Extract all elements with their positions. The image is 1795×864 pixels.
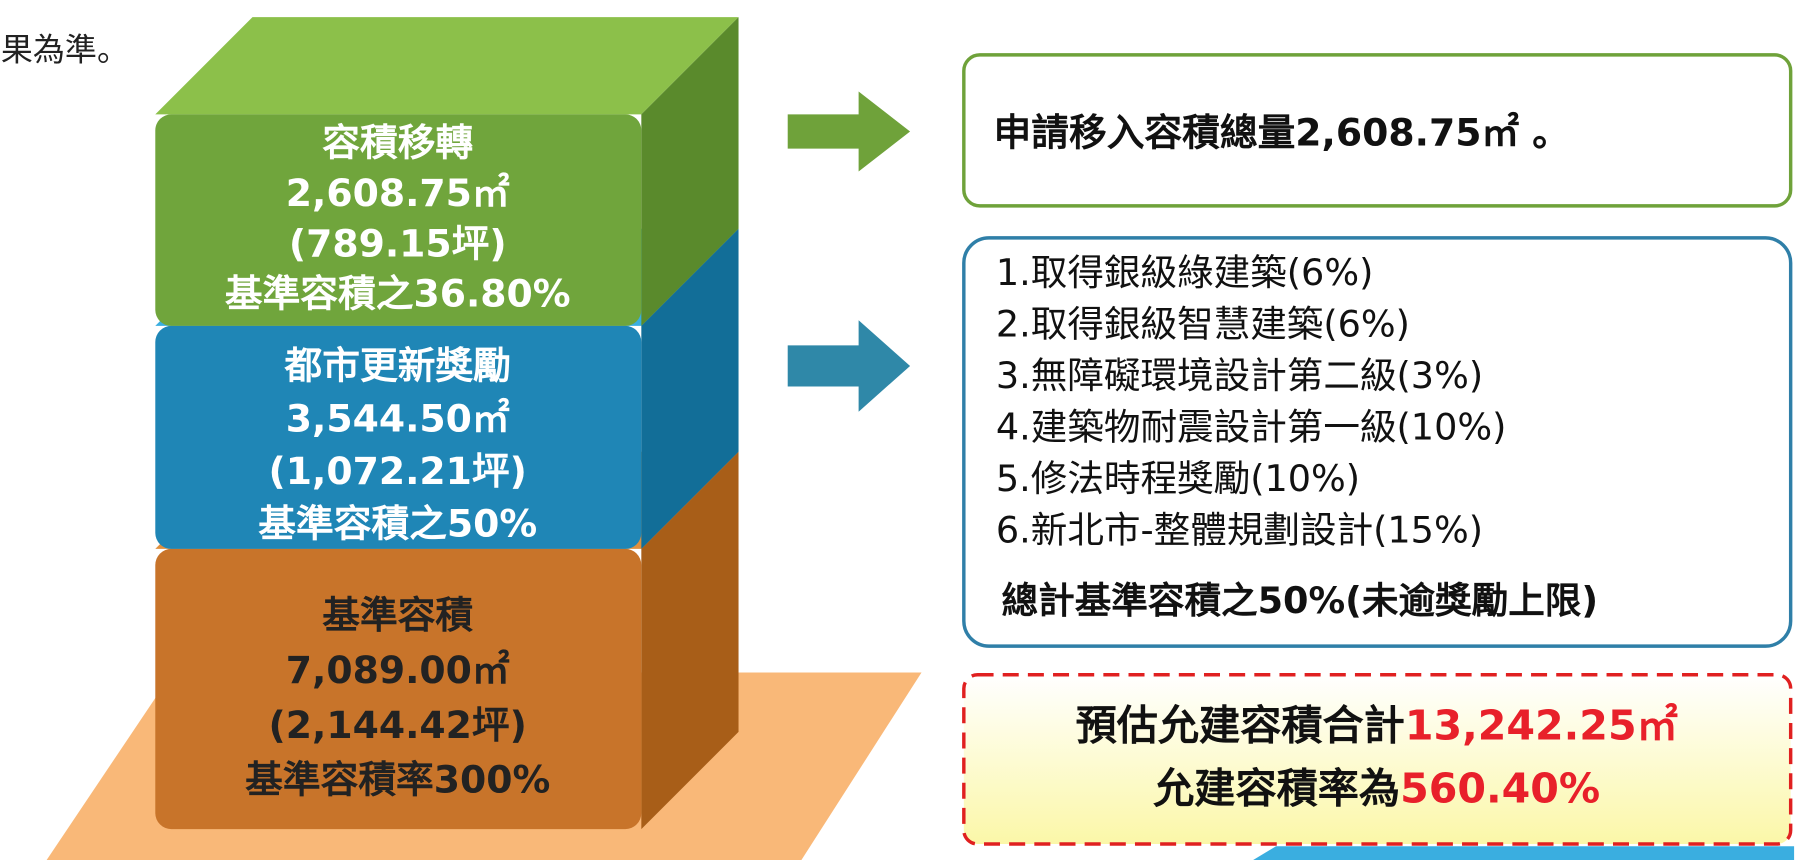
summary-value: 13,242.25㎡: [1405, 701, 1678, 749]
bonus-item: 4.建築物耐震設計第一級(10%): [996, 405, 1507, 448]
arrow: [787, 91, 911, 172]
block-side: [641, 17, 739, 326]
header-text: 果為準。: [1, 30, 129, 68]
block-text: (1,072.21坪): [269, 449, 527, 493]
block-text: (789.15坪): [289, 221, 507, 265]
block-side: [641, 228, 739, 549]
block-top: [155, 17, 739, 115]
summary-box: [962, 673, 1793, 846]
bonus-item: 1.取得銀級綠建築(6%): [996, 251, 1374, 294]
block-text: 基準容積率300%: [245, 758, 550, 802]
bonus-item: 3.無障礙環境設計第二級(3%): [996, 354, 1483, 397]
bonus-box: [962, 236, 1793, 648]
block-text: 2,608.75㎡: [286, 171, 510, 215]
block-text: 基準容積之36.80%: [225, 272, 571, 316]
summary-label: 允建容積率為: [1153, 764, 1400, 812]
arrow: [787, 320, 911, 412]
bonus-item: 5.修法時程獎勵(10%): [996, 457, 1360, 500]
summary-line: 允建容積率為560.40%: [1153, 764, 1600, 812]
block-side: [641, 451, 739, 830]
block-front: [155, 548, 642, 830]
block-text: 基準容積: [322, 593, 473, 637]
bonus-total: 總計基準容積之50%(未逾獎勵上限): [1002, 579, 1599, 622]
block-text: 基準容積之50%: [258, 502, 537, 546]
transfer-text: 申請移入容積總量2,608.75㎡ 。: [994, 110, 1570, 154]
transfer-box: [962, 53, 1793, 208]
decoration: [1253, 846, 1795, 860]
bonus-item: 6.新北市-整體規劃設計(15%): [996, 508, 1483, 551]
block-text: 7,089.00㎡: [286, 648, 510, 692]
summary-label: 預估允建容積合計: [1076, 701, 1405, 749]
block-text: 都市更新獎勵: [284, 344, 511, 388]
block-front: [155, 325, 642, 549]
block-text: 3,544.50㎡: [286, 396, 510, 440]
summary-value: 560.40%: [1400, 764, 1600, 812]
block-text: (2,144.42坪): [269, 703, 527, 747]
block-text: 容積移轉: [322, 121, 473, 165]
block-front: [155, 114, 642, 326]
bonus-item: 2.取得銀級智慧建築(6%): [996, 302, 1410, 345]
summary-line: 預估允建容積合計13,242.25㎡: [1076, 701, 1678, 749]
